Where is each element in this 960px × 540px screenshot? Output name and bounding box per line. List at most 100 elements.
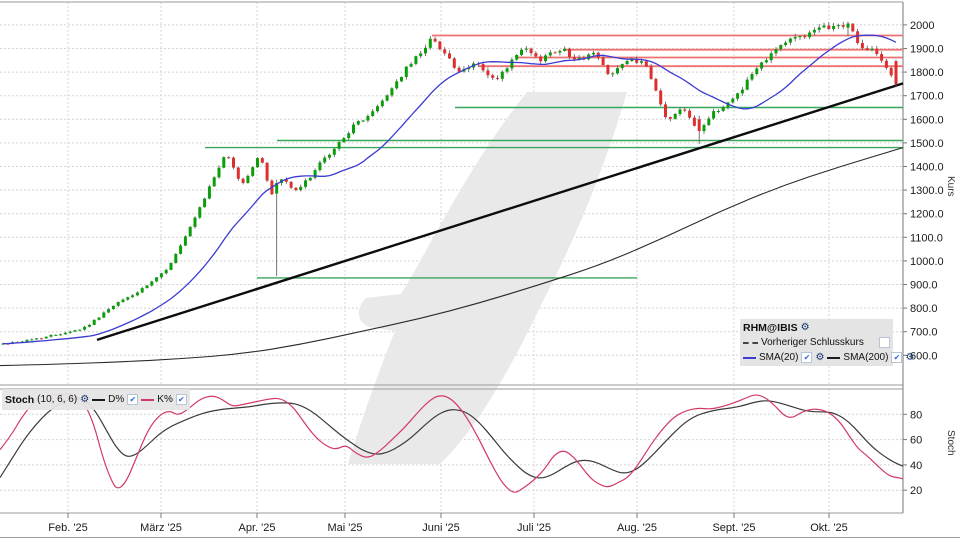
sma20-label: SMA(20) [759,352,799,363]
candle-up [424,47,427,54]
candle-up [347,133,351,139]
candle-up [755,68,759,74]
stoch-k-label: K% [157,394,173,405]
candle-down [644,61,648,67]
candle-up [121,299,125,302]
axis-tick-label: 1800.0 [910,67,944,79]
stoch-params-label: (10, 6, 6) [37,394,78,405]
candle-up [342,138,346,143]
candle-up [376,106,379,112]
candle-up [428,38,432,48]
candle-up [116,302,120,306]
candle-up [207,186,211,199]
candle-down [664,104,667,118]
candle-up [179,245,183,254]
candle-up [131,295,135,298]
candle-down [856,31,860,43]
sma200-line-sample [827,356,841,359]
candle-up [111,305,115,310]
candle-up [92,319,96,325]
candle-up [779,45,783,50]
axis-tick-label: 700.0 [910,327,938,339]
candle-up [304,180,307,187]
candle-down [448,53,451,59]
candle-up [390,88,394,96]
axis-tick-label: 1400.0 [910,162,944,174]
candle-down [697,119,701,132]
candle-up [515,55,519,60]
sma200-checkbox[interactable]: ✔ [891,352,903,363]
candle-up [721,107,725,111]
candle-up [159,273,163,278]
candle-down [491,75,495,78]
candle-up [870,48,874,51]
candle-up [169,263,173,270]
candle-up [49,335,53,337]
candle-up [544,55,547,62]
candle-down [241,178,245,183]
candle-up [256,158,259,168]
axis-tick-label: 60 [910,435,922,447]
candle-up [328,154,331,158]
candle-up [135,292,139,296]
stoch-settings-gear-icon[interactable]: ⚙ [80,393,90,405]
candle-up [217,167,221,178]
candle-down [683,109,687,111]
candle-up [183,236,187,246]
candle-down [649,66,653,79]
symbol-settings-gear-icon[interactable]: ⚙ [800,321,810,333]
sma200-line [0,147,904,367]
sma20-settings-gear-icon[interactable]: ⚙ [815,351,825,363]
candle-down [865,48,869,51]
candle-up [760,62,764,69]
axis-tick-label: Sept. '25 [712,522,755,534]
sma200-settings-gear-icon[interactable]: ⚙ [905,351,915,363]
axis-tick-label: Mai '25 [327,522,362,534]
gridlines [0,2,903,513]
stoch-k-checkbox[interactable]: ✔ [175,394,187,405]
candle-up [380,100,384,107]
candle-up [702,125,706,132]
candle-up [68,331,72,333]
stoch-k-line [0,393,904,493]
stoch-d-checkbox[interactable]: ✔ [127,394,139,405]
candle-down [496,77,499,79]
candle-up [308,177,312,181]
axis-tick-label: 600.0 [910,350,938,362]
stoch-d-line-sample [92,398,106,401]
candle-down [227,157,231,159]
trendline [96,82,904,342]
candle-up [592,52,595,55]
candle-up [155,277,159,282]
candle-up [371,111,375,116]
candle-up [822,25,826,28]
candle-up [107,309,111,313]
candle-up [404,66,408,77]
candle-up [140,288,144,293]
candle-down [572,56,576,60]
axis-tick-label: März '25 [140,522,182,534]
candle-down [232,157,235,168]
candle-up [409,63,413,67]
axis-tick-label: 800.0 [910,303,938,315]
candle-up [731,98,735,103]
stoch-d-label: D% [108,394,125,405]
candle-up [740,89,744,94]
candle-down [668,117,672,119]
candle-up [784,42,788,45]
candle-up [764,60,768,63]
axis-tick-label: 40 [910,460,922,472]
price-axis-title: Kurs [945,176,956,197]
candle-up [275,183,279,194]
candle-up [25,339,29,342]
candle-up [332,148,336,155]
axis-tick-label: Aug. '25 [617,522,657,534]
prev-close-checkbox[interactable] [879,337,890,348]
candle-down [860,43,864,49]
candle-up [97,317,101,320]
sma20-checkbox[interactable]: ✔ [801,352,813,363]
candle-down [880,54,884,61]
candle-up [798,36,802,38]
candle-down [433,38,437,42]
candle-up [54,334,58,336]
